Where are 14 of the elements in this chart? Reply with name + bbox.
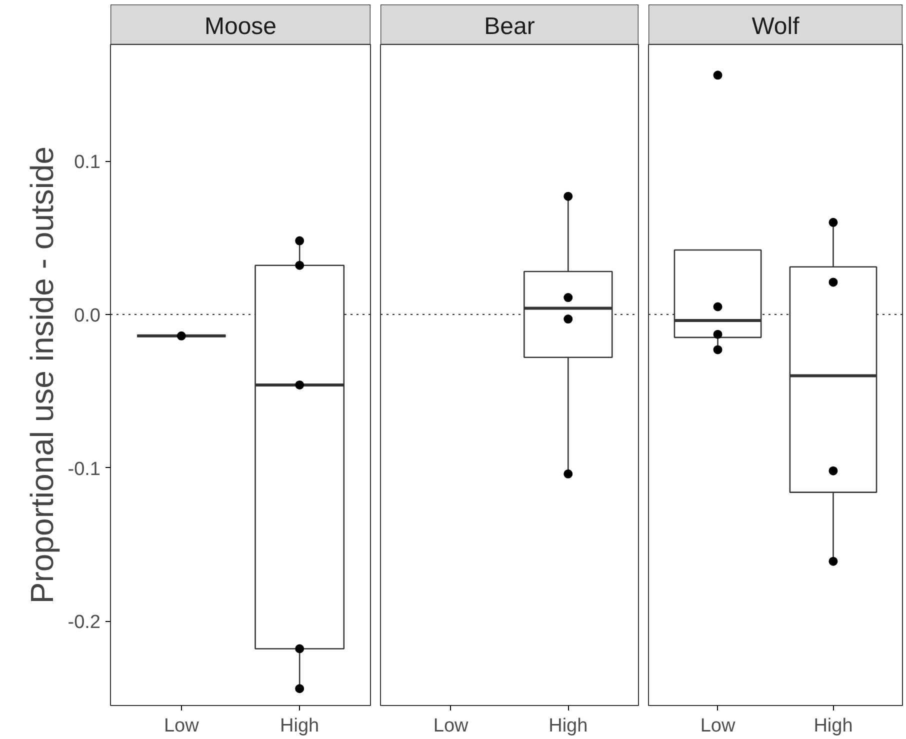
x-tick-label: Low [433, 716, 469, 736]
x-tick-label: Low [164, 716, 200, 736]
x-tick-label: High [548, 716, 588, 736]
y-tick-label: -0.2 [68, 612, 101, 634]
x-tick-label: High [280, 716, 320, 736]
x-tick-label: Low [700, 716, 736, 736]
chart-title: Wolf [752, 13, 800, 40]
y-axis-title: Proportional use inside - outside [24, 146, 60, 604]
y-tick-label: 0.1 [74, 152, 101, 174]
y-tick-label: -0.1 [68, 458, 101, 480]
chart-title: Moose [204, 13, 277, 40]
x-tick-label: High [814, 716, 853, 736]
chart-title: Bear [484, 13, 535, 40]
y-tick-label: 0.0 [74, 305, 101, 326]
